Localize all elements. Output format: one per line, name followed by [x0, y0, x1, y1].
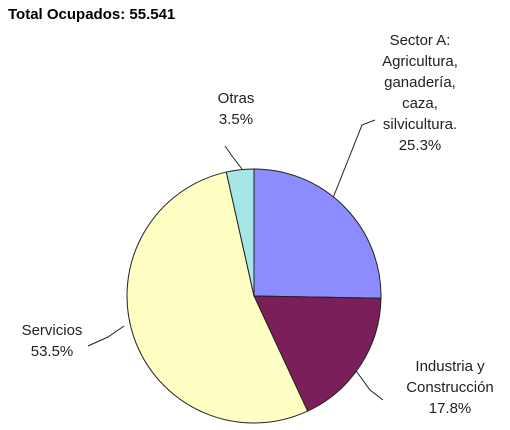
slice-label: Servicios 53.5%: [22, 320, 83, 362]
leaders: [87, 119, 384, 401]
category-label: Servicios: [21, 322, 83, 339]
leader-line: [353, 367, 384, 401]
pie-slice: [126, 171, 309, 424]
slice-label: Industria y Construcción 17.8%: [406, 356, 494, 419]
pie-slice: [253, 295, 382, 412]
leader-line: [87, 325, 125, 347]
category-label: Otras: [217, 90, 255, 107]
category-label: Industria y Construcción: [406, 358, 494, 396]
value-label: 25.3%: [398, 137, 442, 154]
leader-line: [332, 119, 376, 199]
slice-label: Sector A: Agricultura, ganadería, caza, …: [382, 30, 458, 156]
leader-line: [224, 145, 243, 170]
slice-label: Otras 3.5%: [218, 88, 255, 130]
value-label: 3.5%: [218, 111, 254, 128]
value-label: 53.5%: [30, 343, 74, 360]
value-label: 17.8%: [428, 400, 472, 417]
category-label: Sector A: Agricultura, ganadería, caza, …: [382, 32, 458, 133]
pie-slice: [253, 168, 382, 299]
pie-slice: [225, 168, 255, 297]
chart-title: Total Ocupados: 55.541: [8, 6, 176, 23]
